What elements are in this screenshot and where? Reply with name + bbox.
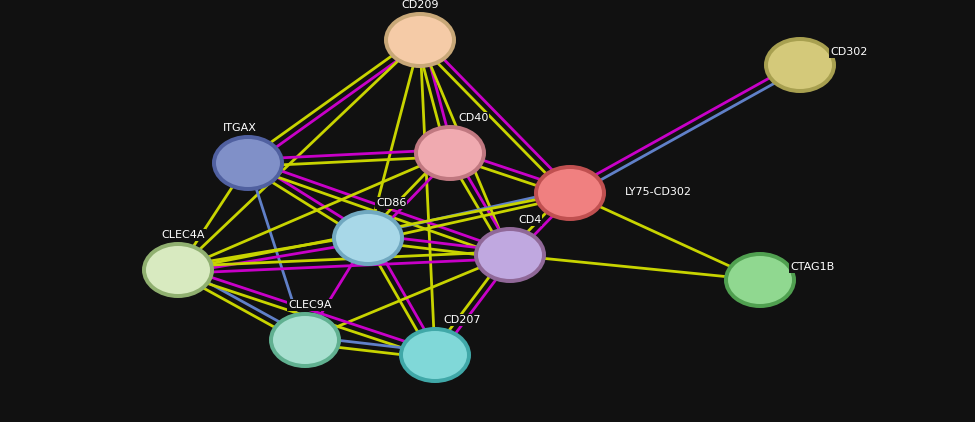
Text: CD4: CD4 bbox=[518, 215, 541, 225]
Ellipse shape bbox=[534, 165, 606, 221]
Text: CD302: CD302 bbox=[830, 47, 868, 57]
Text: CD207: CD207 bbox=[443, 315, 481, 325]
Ellipse shape bbox=[399, 327, 471, 383]
Ellipse shape bbox=[216, 139, 280, 187]
Text: ITGAX: ITGAX bbox=[223, 123, 257, 133]
Ellipse shape bbox=[146, 246, 210, 294]
Text: CLEC9A: CLEC9A bbox=[289, 300, 332, 310]
Ellipse shape bbox=[764, 37, 836, 93]
Text: CD86: CD86 bbox=[376, 198, 407, 208]
Ellipse shape bbox=[418, 129, 482, 177]
Ellipse shape bbox=[478, 231, 542, 279]
Ellipse shape bbox=[384, 12, 456, 68]
Ellipse shape bbox=[273, 316, 337, 364]
Text: LY75-CD302: LY75-CD302 bbox=[625, 187, 692, 197]
Text: CD40: CD40 bbox=[458, 113, 488, 123]
Text: CD209: CD209 bbox=[402, 0, 439, 10]
Ellipse shape bbox=[768, 41, 832, 89]
Text: CTAG1B: CTAG1B bbox=[790, 262, 835, 272]
Ellipse shape bbox=[336, 214, 400, 262]
Ellipse shape bbox=[388, 16, 452, 64]
Ellipse shape bbox=[474, 227, 546, 283]
Ellipse shape bbox=[728, 256, 792, 304]
Ellipse shape bbox=[538, 169, 602, 217]
Ellipse shape bbox=[269, 312, 341, 368]
Ellipse shape bbox=[212, 135, 284, 191]
Ellipse shape bbox=[142, 242, 214, 298]
Text: CLEC4A: CLEC4A bbox=[161, 230, 205, 240]
Ellipse shape bbox=[414, 125, 486, 181]
Ellipse shape bbox=[724, 252, 796, 308]
Ellipse shape bbox=[332, 210, 404, 266]
Ellipse shape bbox=[403, 331, 467, 379]
